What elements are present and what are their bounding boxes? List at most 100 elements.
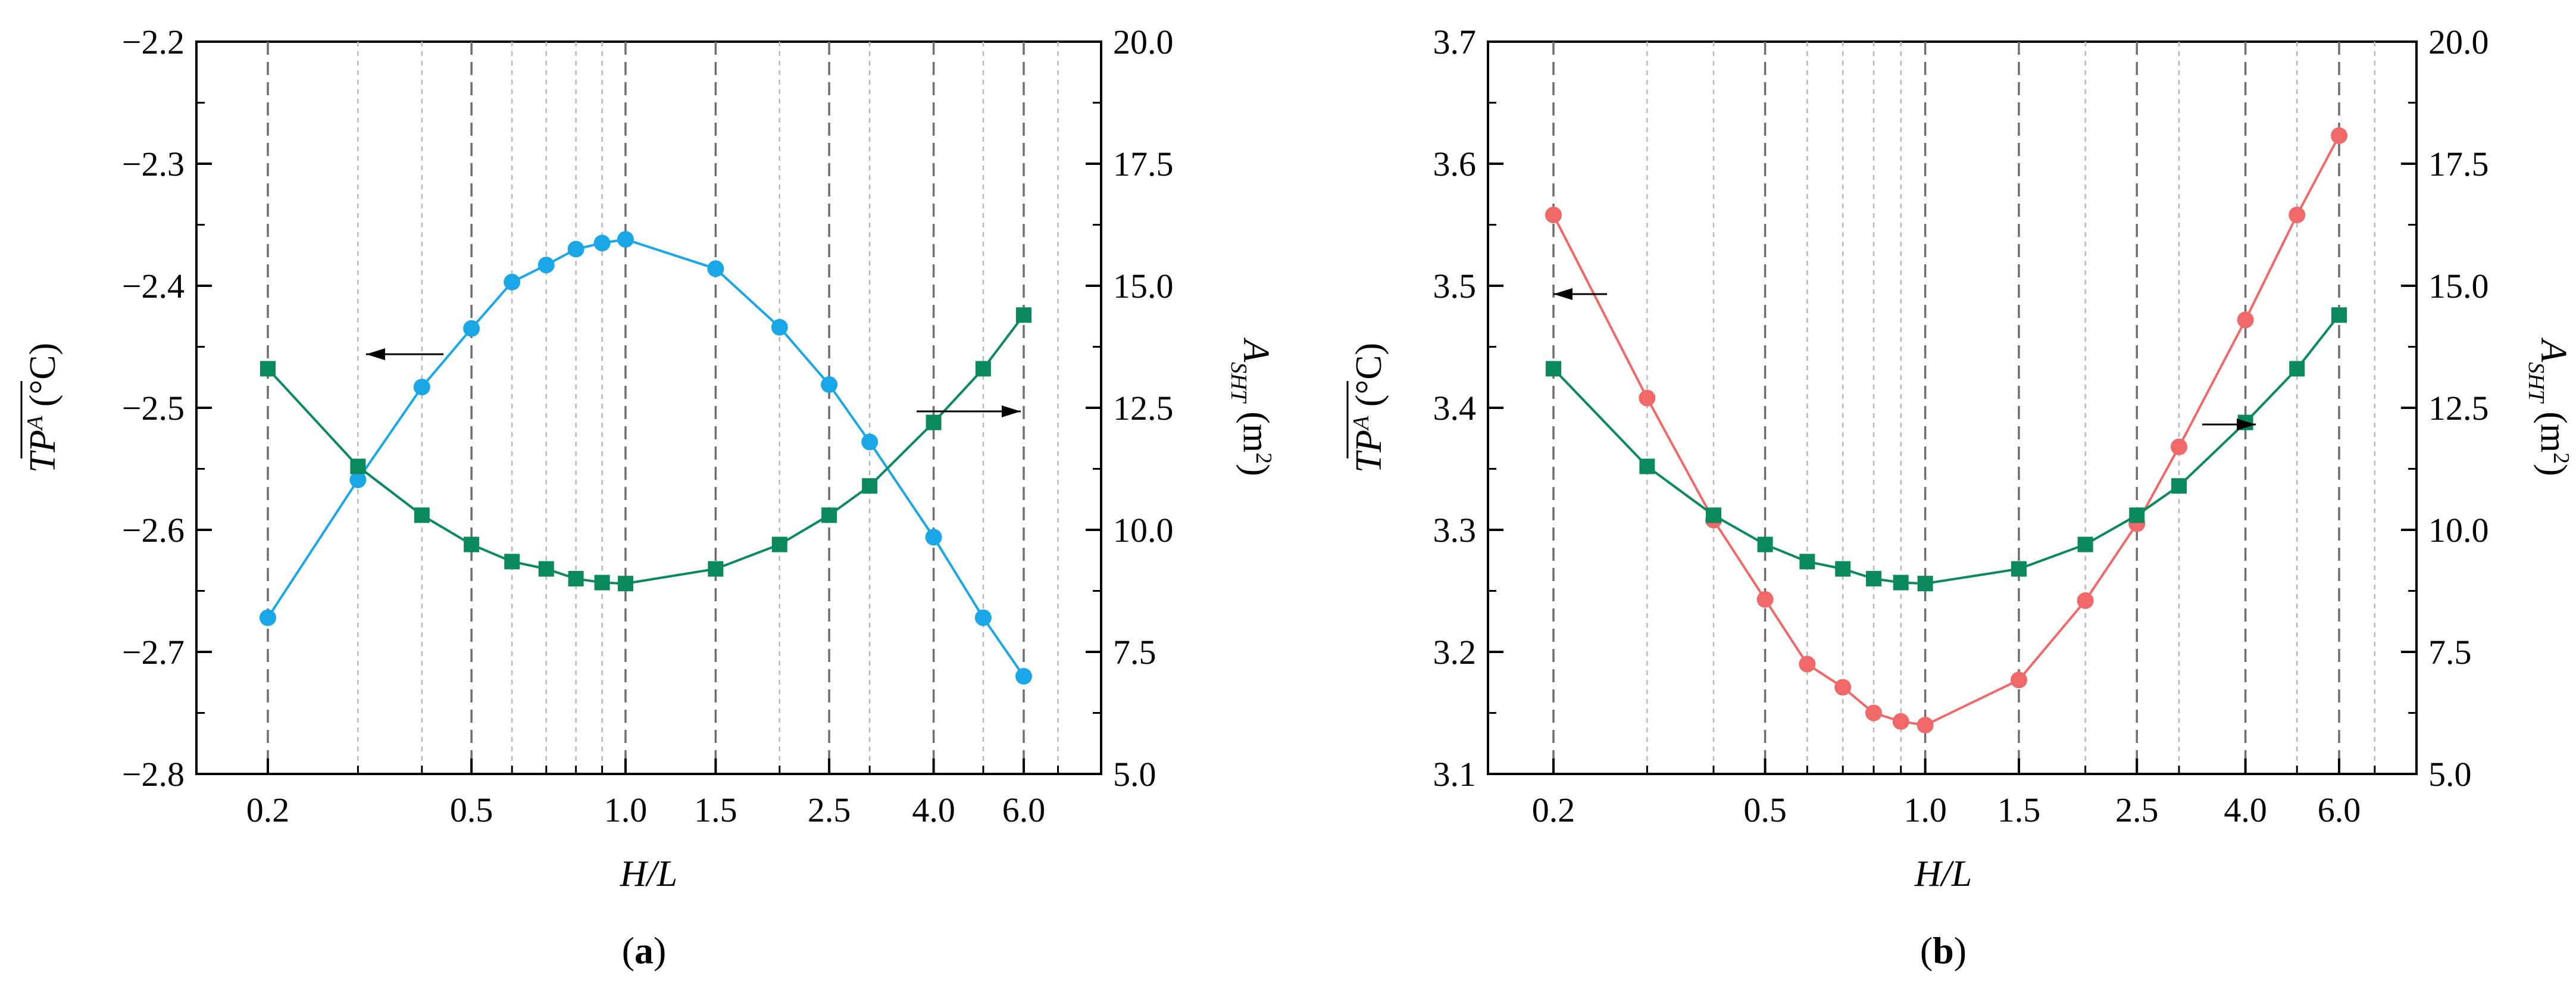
data-point-circle xyxy=(925,529,942,546)
right-axis-ticks: 5.0 7.5 10.0 12.5 15.0 17.5 20.0 xyxy=(1086,23,1174,794)
data-point-circle xyxy=(260,609,276,626)
x-axis-title: H/L xyxy=(620,854,677,894)
annotation-arrow-head xyxy=(1553,288,1573,300)
left-y-tick-label: −2.2 xyxy=(122,23,185,61)
right-y-tick-label: 7.5 xyxy=(1113,633,1156,672)
right-axis-title: ASHT (m2) xyxy=(2524,337,2574,476)
right-axis-title: ASHT (m2) xyxy=(1226,337,1276,476)
panel-a: 0.2 0.5 1.0 1.5 2.5 4.0 6.0 −2.8−2.7−2.6−2.5−2… xyxy=(20,23,1276,972)
data-point-square xyxy=(617,576,633,592)
left-y-tick-label: 3.5 xyxy=(1433,267,1477,305)
right-y-tick-label: 7.5 xyxy=(2428,633,2472,672)
x-tick-label: 6.0 xyxy=(2318,791,2361,829)
data-point-circle xyxy=(1865,704,1883,722)
data-point-circle xyxy=(2331,127,2347,144)
left-y-tick-label: −2.8 xyxy=(122,755,185,794)
data-point-square xyxy=(821,507,837,523)
x-tick-label: 2.5 xyxy=(808,791,851,829)
x-tick-label: 1.0 xyxy=(1903,791,1947,829)
right-axis-title-sub: SHT xyxy=(2524,362,2549,404)
data-point-square xyxy=(975,361,991,377)
left-y-tick-label: 3.6 xyxy=(1433,145,1477,183)
data-point-circle xyxy=(771,319,788,336)
data-point-square xyxy=(1799,554,1815,570)
left-axis-title-main: TP xyxy=(23,430,63,473)
panel-caption-open: ( xyxy=(622,929,634,972)
right-y-tick-label: 12.5 xyxy=(1113,389,1174,427)
panel-caption-close: ) xyxy=(1954,929,1967,972)
left-axis-title-unit: (°C) xyxy=(1349,343,1389,416)
data-point-circle xyxy=(1545,207,1562,224)
data-point-square xyxy=(1639,458,1655,474)
left-axis-title-sup: A xyxy=(1349,416,1374,432)
data-point-square xyxy=(1866,571,1882,586)
x-tick-label: 4.0 xyxy=(2224,791,2267,829)
panel-b: 0.2 0.5 1.0 1.5 2.5 4.0 6.0 3.1 3.2 3.3 3.4 3.5 3.6… xyxy=(1346,23,2574,972)
data-point-circle xyxy=(1799,655,1816,673)
data-point-square xyxy=(926,414,942,430)
data-point-circle xyxy=(1015,668,1032,685)
right-y-tick-label: 10.0 xyxy=(1113,511,1174,549)
right-y-tick-label: 15.0 xyxy=(1113,267,1174,305)
right-y-tick-label: 5.0 xyxy=(1113,755,1156,794)
left-axis-title: TPA (°C) xyxy=(1349,343,1389,473)
left-axis-title: TPA (°C) xyxy=(23,343,63,473)
data-point-square xyxy=(2077,536,2093,552)
data-point-circle xyxy=(463,320,480,337)
x-tick-label: 1.5 xyxy=(1997,791,2041,829)
data-point-square xyxy=(464,536,480,552)
x-tick-label: 2.5 xyxy=(2115,791,2159,829)
right-y-tick-label: 17.5 xyxy=(2428,145,2489,183)
panel-caption: (a) xyxy=(622,929,667,972)
annotation-arrows xyxy=(366,348,1021,417)
right-axis-title-sub: SHT xyxy=(1226,362,1251,404)
data-point-square xyxy=(1893,575,1909,591)
x-tick-label: 4.0 xyxy=(912,791,955,829)
x-tick-label: 0.5 xyxy=(450,791,493,829)
series-layer xyxy=(1545,127,2347,733)
data-point-circle xyxy=(617,231,634,248)
x-axis-ticks: 0.2 0.5 1.0 1.5 2.5 4.0 6.0 xyxy=(246,758,1059,829)
panel-caption-letter: a xyxy=(634,929,654,972)
series-line-tpa xyxy=(1552,135,2340,727)
data-point-circle xyxy=(567,241,584,258)
data-point-square xyxy=(350,458,366,474)
annotation-arrow-head xyxy=(366,348,385,360)
data-point-circle xyxy=(504,273,521,291)
data-point-square xyxy=(594,575,610,591)
data-point-square xyxy=(414,507,430,523)
right-axis-title-main: A xyxy=(2533,337,2574,363)
data-point-square xyxy=(1706,507,1722,523)
series-line-asht xyxy=(267,314,1025,585)
x-tick-label: 0.2 xyxy=(246,791,290,829)
left-y-tick-label: 3.3 xyxy=(1433,511,1477,549)
left-axis-title-sup: A xyxy=(23,416,48,432)
panel-caption-letter: b xyxy=(1933,929,1954,972)
left-y-tick-label: 3.1 xyxy=(1433,755,1477,794)
data-point-circle xyxy=(2077,592,2094,609)
data-point-square xyxy=(2011,561,2027,577)
data-point-circle xyxy=(1892,713,1909,730)
left-axis-title-unit: (°C) xyxy=(23,343,63,416)
data-point-circle xyxy=(2289,207,2306,224)
annotation-arrows xyxy=(1553,288,2256,430)
data-point-square xyxy=(1016,307,1031,323)
x-tick-label: 1.0 xyxy=(604,791,648,829)
left-axis-title-main: TP xyxy=(1349,430,1389,473)
x-axis-title: H/L xyxy=(1914,854,1972,894)
data-point-square xyxy=(2129,507,2145,523)
left-y-tick-label: −2.5 xyxy=(122,389,185,427)
x-tick-label: 6.0 xyxy=(1002,791,1046,829)
data-point-square xyxy=(2289,361,2305,377)
annotation-arrow-head xyxy=(1002,405,1021,417)
data-point-circle xyxy=(1917,717,1934,733)
data-point-square xyxy=(1757,536,1773,552)
series-layer xyxy=(260,231,1032,685)
data-point-circle xyxy=(2170,438,2187,455)
series-line-tpa xyxy=(267,238,1025,677)
left-axis-ticks: −2.8 −2.7 −2.6 −2.5 −2.4 −2.3 −2.2 xyxy=(122,23,212,794)
data-point-circle xyxy=(2010,672,2027,689)
left-y-tick-label: 3.4 xyxy=(1433,389,1477,427)
data-point-circle xyxy=(974,609,992,626)
